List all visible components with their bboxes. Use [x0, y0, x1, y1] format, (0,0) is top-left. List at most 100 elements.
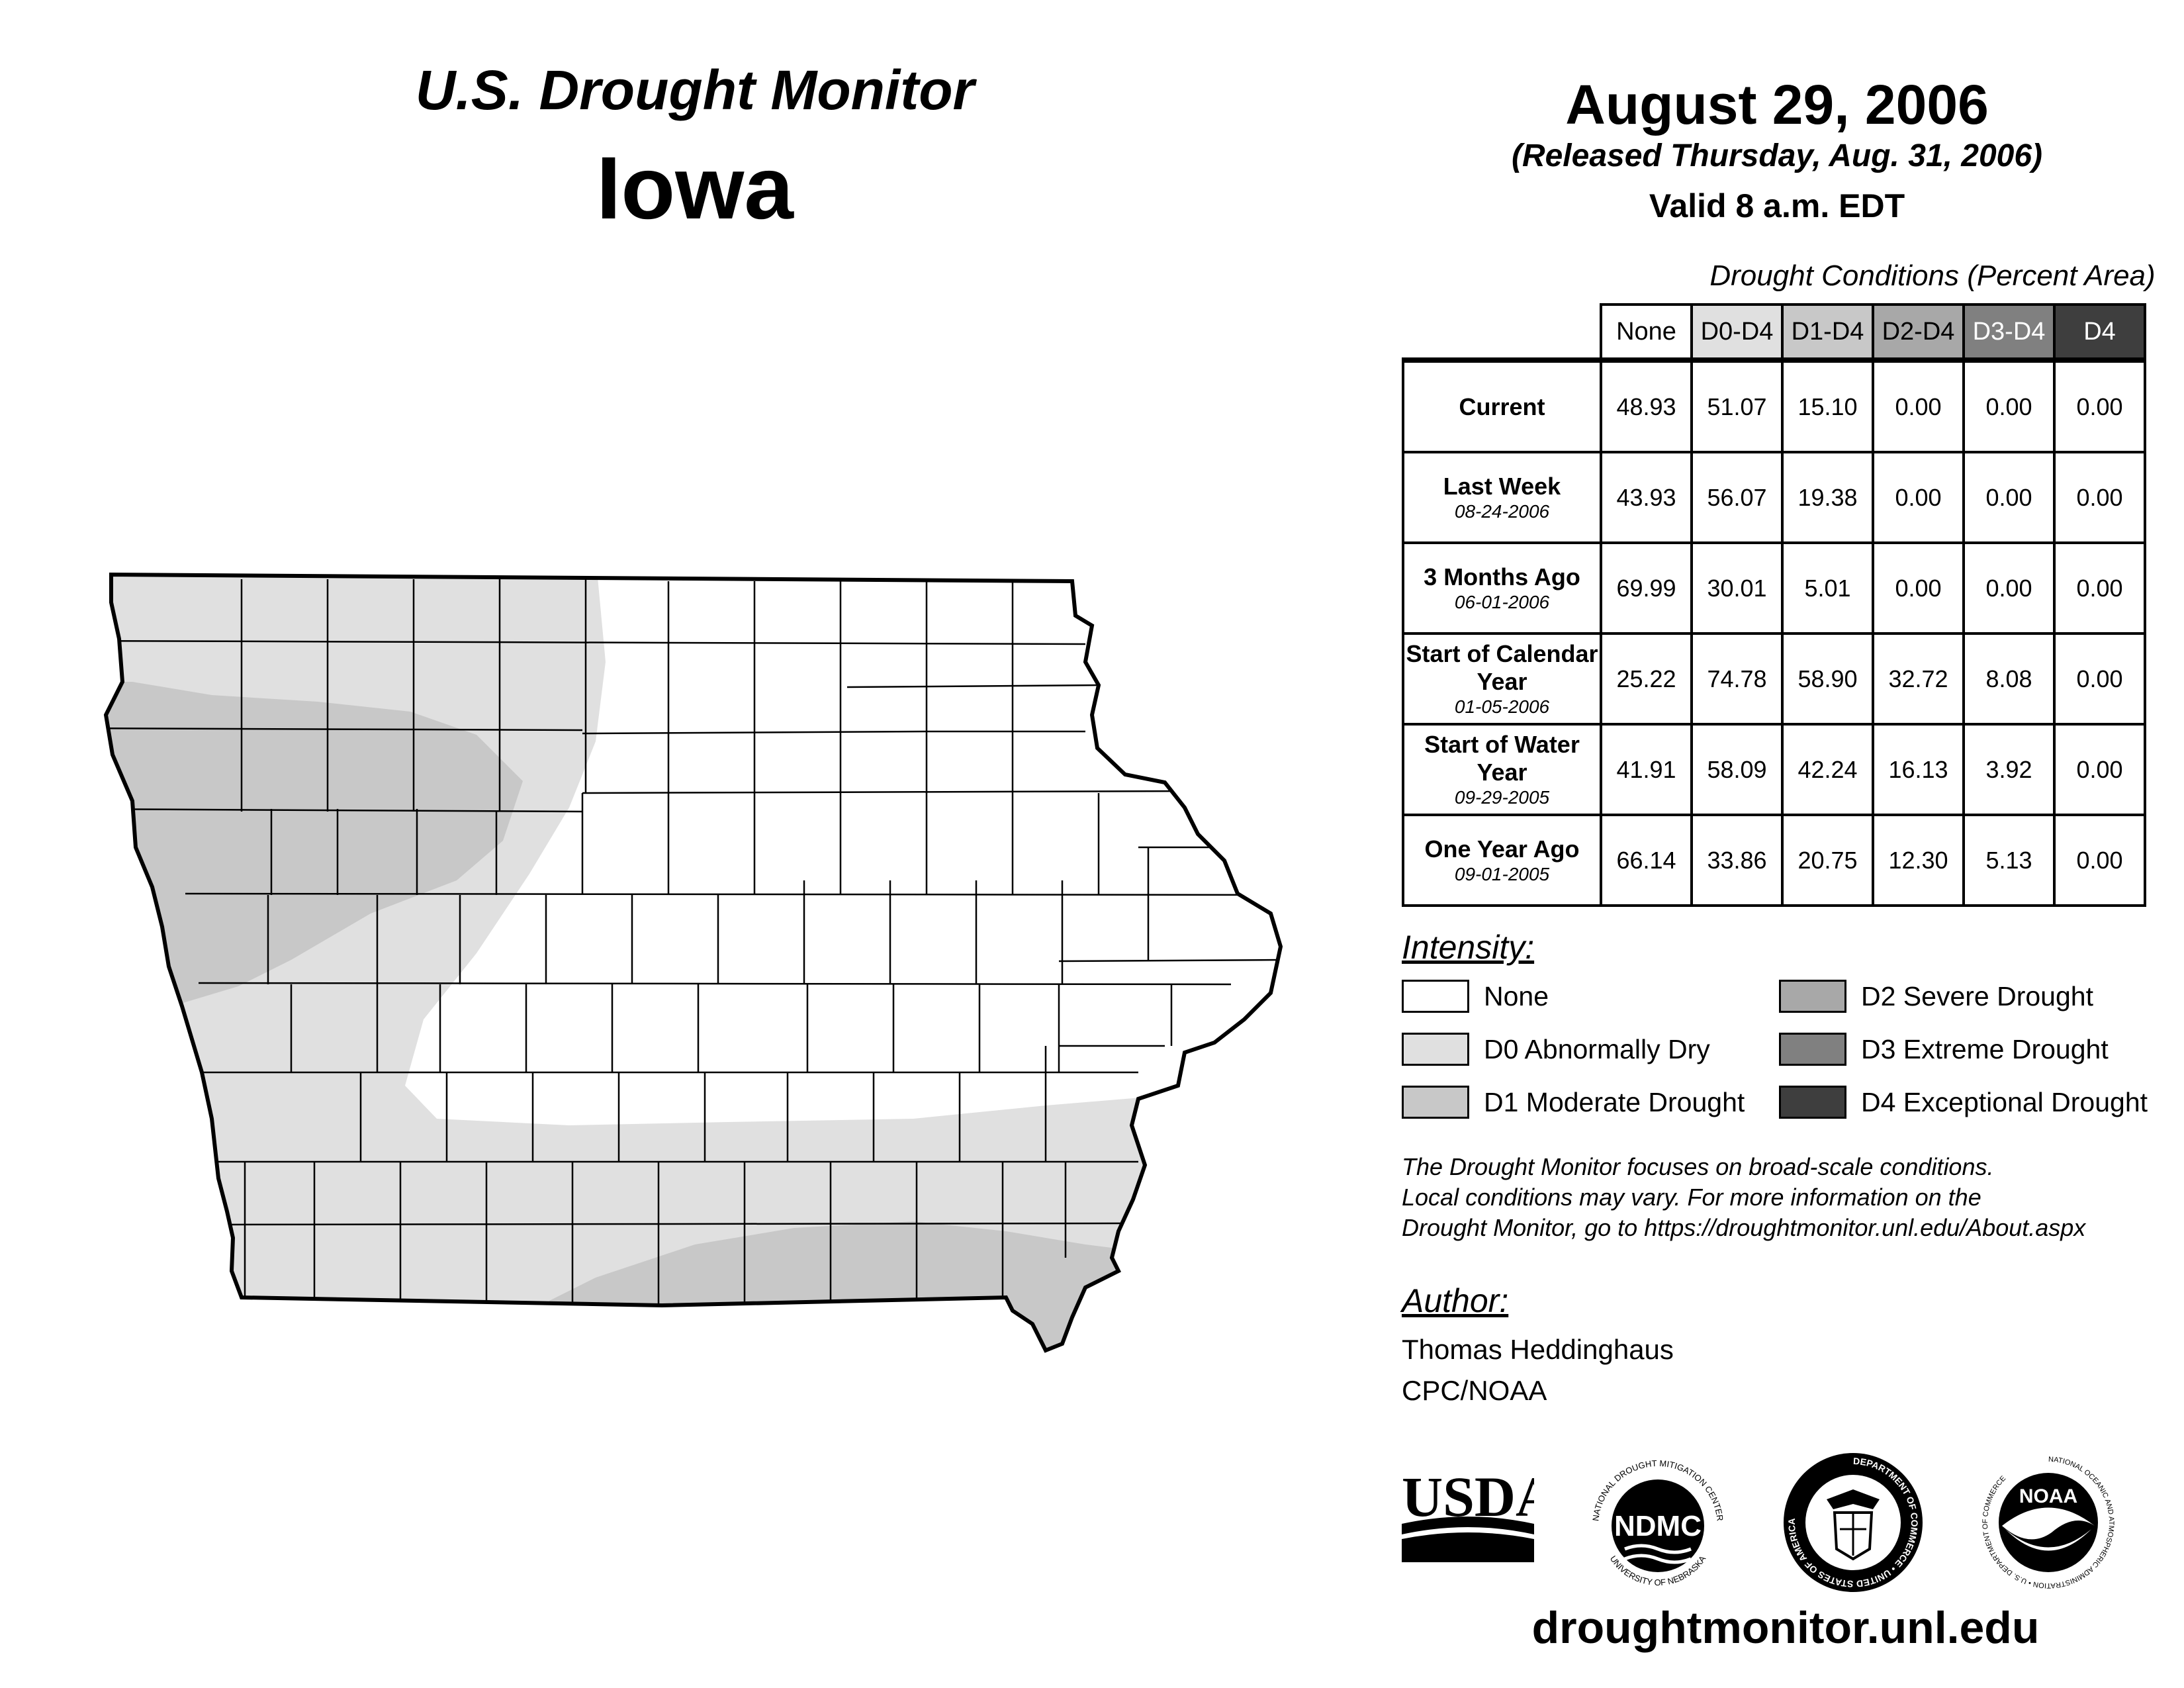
intensity-title: Intensity:	[1402, 929, 1535, 966]
table-cell: 30.01	[1690, 541, 1784, 635]
legend-label: None	[1484, 980, 1549, 1011]
col-header-none: None	[1600, 303, 1693, 361]
legend-swatch	[1779, 980, 1846, 1013]
table-caption: Drought Conditions (Percent Area)	[1709, 259, 2156, 292]
row-label: Start of Water Year 09-29-2005	[1402, 723, 1602, 816]
row-date: 09-01-2005	[1454, 863, 1550, 884]
row-label: Last Week 08-24-2006	[1402, 451, 1602, 544]
table-corner	[1403, 305, 1601, 360]
legend-label: D1 Moderate Drought	[1484, 1086, 1745, 1117]
product-title: U.S. Drought Monitor	[415, 59, 975, 121]
author-title: Author:	[1402, 1282, 1509, 1319]
table-cell: 0.00	[2053, 357, 2146, 453]
row-label: Current	[1402, 357, 1602, 453]
table-row: Start of Water Year 09-29-2005 41.91 58.0…	[1402, 723, 2146, 816]
table-cell: 0.00	[1872, 451, 1965, 544]
col-header-d1-d4: D1-D4	[1781, 303, 1874, 361]
release-date: (Released Thursday, Aug. 31, 2006)	[1511, 138, 2043, 173]
row-date: 09-29-2005	[1454, 786, 1550, 808]
legend-label: D2 Severe Drought	[1861, 980, 2093, 1011]
legend-label: D3 Extreme Drought	[1861, 1033, 2109, 1064]
table-cell: 0.00	[1962, 451, 2056, 544]
legend-label: D4 Exceptional Drought	[1861, 1086, 2148, 1117]
disclaimer: The Drought Monitor focuses on broad-sca…	[1402, 1152, 2176, 1243]
legend-item-d1: D1 Moderate Drought	[1402, 1086, 1745, 1119]
table-cell: 8.08	[1962, 632, 2056, 726]
table-cell: 16.13	[1872, 723, 1965, 816]
iowa-drought-map	[103, 572, 1283, 1353]
legend-label: D0 Abnormally Dry	[1484, 1033, 1710, 1064]
table-row: One Year Ago 09-01-2005 66.14 33.86 20.75…	[1402, 814, 2146, 907]
table-cell: 20.75	[1781, 814, 1874, 907]
table-cell: 58.09	[1690, 723, 1784, 816]
row-date: 01-05-2006	[1454, 696, 1550, 717]
col-header-d3-d4: D3-D4	[1962, 303, 2056, 361]
table-row: Start of Calendar Year 01-05-2006 25.22 7…	[1402, 632, 2146, 726]
legend-swatch	[1779, 1033, 1846, 1066]
table-cell: 3.92	[1962, 723, 2056, 816]
map-date: August 29, 2006	[1565, 73, 1989, 136]
legend-item-d3: D3 Extreme Drought	[1779, 1033, 2109, 1066]
row-label: One Year Ago 09-01-2005	[1402, 814, 1602, 907]
table-cell: 0.00	[2053, 541, 2146, 635]
table-cell: 51.07	[1690, 357, 1784, 453]
author-block: Thomas Heddinghaus CPC/NOAA	[1402, 1329, 1674, 1411]
table-cell: 25.22	[1600, 632, 1693, 726]
table-cell: 43.93	[1600, 451, 1693, 544]
valid-time: Valid 8 a.m. EDT	[1649, 187, 1905, 224]
table-cell: 41.91	[1600, 723, 1693, 816]
iowa-state-outline	[103, 572, 1283, 1353]
table-cell: 33.86	[1690, 814, 1784, 907]
disclaimer-line: Drought Monitor, go to https://droughtmo…	[1402, 1214, 2086, 1241]
table-cell: 48.93	[1600, 357, 1693, 453]
row-label: Start of Calendar Year 01-05-2006	[1402, 632, 1602, 726]
col-header-d0-d4: D0-D4	[1690, 303, 1784, 361]
row-date: 08-24-2006	[1454, 500, 1550, 522]
table-row: Current 48.93 51.07 15.10 0.00 0.00 0.00	[1402, 357, 2146, 453]
col-header-d4: D4	[2053, 303, 2146, 361]
state-title: Iowa	[596, 139, 794, 238]
table-cell: 0.00	[2053, 723, 2146, 816]
footer-url[interactable]: droughtmonitor.unl.edu	[1531, 1603, 2040, 1653]
table-row: 3 Months Ago 06-01-2006 69.99 30.01 5.01 …	[1402, 541, 2146, 635]
legend-item-d4: D4 Exceptional Drought	[1779, 1086, 2148, 1119]
table-cell: 0.00	[1872, 541, 1965, 635]
table-cell: 66.14	[1600, 814, 1693, 907]
table-cell: 56.07	[1690, 451, 1784, 544]
ndmc-logo: NDMC NATIONAL DROUGHT MITIGATION CENTER …	[1590, 1458, 1725, 1587]
table-header-row: None D0-D4 D1-D4 D2-D4 D3-D4 D4	[1403, 303, 2146, 361]
disclaimer-line: Local conditions may vary. For more info…	[1402, 1184, 1981, 1211]
col-header-d2-d4: D2-D4	[1872, 303, 1965, 361]
table-cell: 12.30	[1872, 814, 1965, 907]
table-cell: 58.90	[1781, 632, 1874, 726]
row-label: 3 Months Ago 06-01-2006	[1402, 541, 1602, 635]
usda-logo: USDA	[1402, 1465, 1534, 1562]
author-org: CPC/NOAA	[1402, 1375, 1547, 1406]
table-cell: 0.00	[2053, 814, 2146, 907]
legend-item-d0: D0 Abnormally Dry	[1402, 1033, 1710, 1066]
noaa-logo: NOAA NATIONAL OCEANIC AND ATMOSPHERIC AD…	[1981, 1456, 2115, 1589]
disclaimer-line: The Drought Monitor focuses on broad-sca…	[1402, 1153, 1994, 1180]
table-cell: 5.01	[1781, 541, 1874, 635]
svg-text:NOAA: NOAA	[2019, 1485, 2077, 1507]
legend-item-none: None	[1402, 980, 1549, 1013]
table-cell: 69.99	[1600, 541, 1693, 635]
table-cell: 0.00	[1872, 357, 1965, 453]
table-cell: 19.38	[1781, 451, 1874, 544]
doc-seal-logo: DEPARTMENT OF COMMERCE • UNITED STATES O…	[1784, 1453, 1923, 1592]
table-row: Last Week 08-24-2006 43.93 56.07 19.38 0.…	[1402, 451, 2146, 544]
legend-swatch	[1402, 1086, 1469, 1119]
county-lines	[106, 579, 1281, 1311]
table-cell: 0.00	[2053, 451, 2146, 544]
table-cell: 5.13	[1962, 814, 2056, 907]
table-cell: 0.00	[2053, 632, 2146, 726]
table-cell: 42.24	[1781, 723, 1874, 816]
table-cell: 15.10	[1781, 357, 1874, 453]
legend-swatch	[1402, 1033, 1469, 1066]
drought-conditions-table: None D0-D4 D1-D4 D2-D4 D3-D4 D4 Current …	[1402, 303, 2146, 907]
svg-text:NDMC: NDMC	[1614, 1510, 1702, 1542]
table-cell: 0.00	[1962, 541, 2056, 635]
table-cell: 74.78	[1690, 632, 1784, 726]
table-cell: 0.00	[1962, 357, 2056, 453]
d1-region-west	[106, 682, 523, 1006]
